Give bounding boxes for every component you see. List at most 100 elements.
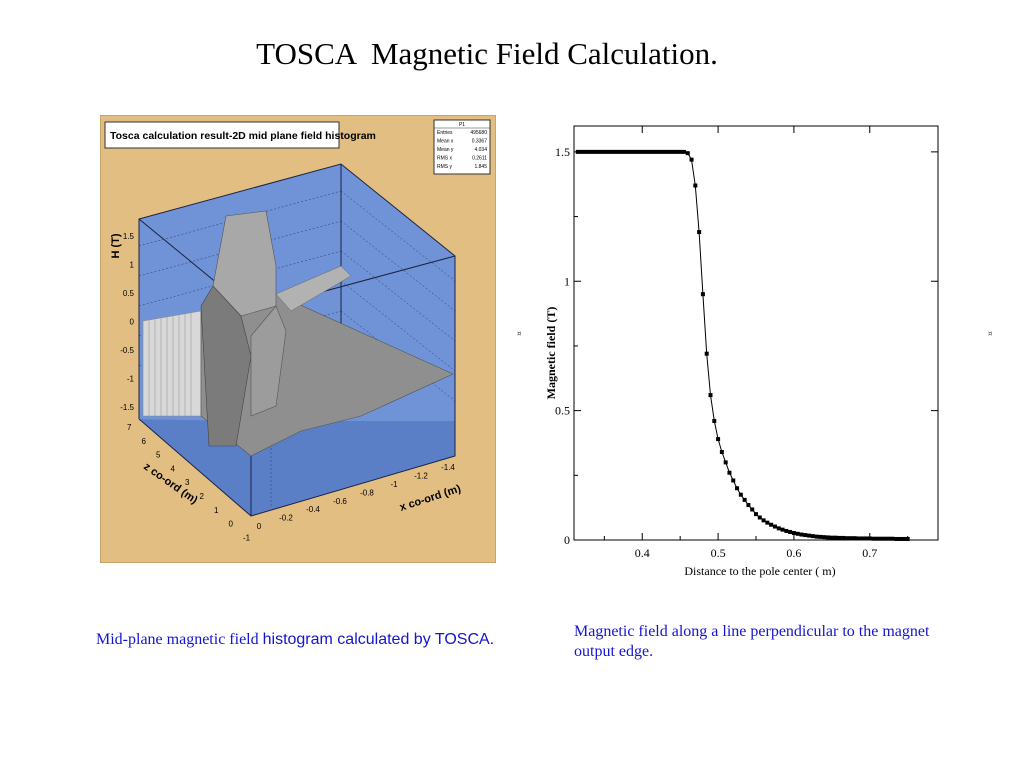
y-tick-label: -1 bbox=[243, 533, 251, 542]
stats-value: 1.845 bbox=[474, 164, 487, 170]
x-tick-label: 0.4 bbox=[635, 546, 650, 560]
chart-point bbox=[750, 507, 755, 512]
chart-point bbox=[625, 149, 630, 154]
chart-point bbox=[742, 497, 747, 502]
chart-point bbox=[894, 536, 899, 541]
chart-point bbox=[860, 536, 865, 541]
chart-point bbox=[803, 533, 808, 538]
stats-value: 0.3367 bbox=[472, 139, 488, 145]
chart-point bbox=[655, 149, 660, 154]
caption-right: Magnetic field along a line perpendicula… bbox=[574, 623, 930, 660]
z-tick-label: -1.5 bbox=[120, 403, 134, 412]
stats-value: 495680 bbox=[470, 130, 487, 136]
chart-point bbox=[731, 478, 736, 483]
y-tick-label: 7 bbox=[127, 423, 132, 432]
y-tick-label: 1.5 bbox=[555, 145, 570, 159]
y-tick-label: 0.5 bbox=[555, 404, 570, 418]
x-tick-label: -0.6 bbox=[333, 497, 347, 506]
z-tick-label: 0 bbox=[130, 318, 135, 327]
chart-point bbox=[863, 536, 868, 541]
chart-x-label: Distance to the pole center ( m) bbox=[684, 564, 835, 578]
chart-point bbox=[693, 183, 698, 188]
slide-title: TOSCA Magnetic Field Calculation. bbox=[256, 36, 718, 71]
stats-rows: Entries 495680 Mean x 0.3367 Mean y 4.034 RMS … bbox=[437, 130, 487, 170]
field-profile-chart: 0.4 0.5 0.6 0.7 0 0.5 1 1.5 Distance to the pol… bbox=[544, 125, 939, 578]
chart-series-line bbox=[577, 151, 908, 540]
chart-point bbox=[594, 149, 599, 154]
chart-point bbox=[829, 535, 834, 540]
chart-point bbox=[716, 437, 721, 442]
chart-point bbox=[727, 470, 732, 475]
chart-point bbox=[678, 149, 683, 154]
x-tick-label: 0.7 bbox=[862, 546, 877, 560]
x-axis-label: x co-ord (m) bbox=[398, 483, 462, 514]
chart-plot-border bbox=[573, 125, 939, 541]
y-tick-label: 4 bbox=[171, 464, 176, 473]
chart-point bbox=[670, 149, 675, 154]
chart-point bbox=[784, 528, 789, 533]
z-tick-label: 1.5 bbox=[123, 232, 135, 241]
chart-point bbox=[708, 393, 713, 398]
chart-point bbox=[647, 149, 652, 154]
chart-point bbox=[841, 535, 846, 540]
chart-y-label: Magnetic field (T) bbox=[544, 307, 558, 400]
histogram-edge-step bbox=[275, 265, 352, 312]
chart-point bbox=[810, 534, 815, 539]
chart-point bbox=[621, 149, 626, 154]
chart-point bbox=[704, 351, 709, 356]
y-tick-label: 2 bbox=[200, 492, 205, 501]
chart-point bbox=[757, 515, 762, 520]
chart-point bbox=[746, 503, 751, 508]
chart-point bbox=[886, 536, 891, 541]
marker-left: ¤ bbox=[517, 330, 522, 338]
chart-point bbox=[609, 149, 614, 154]
chart-point bbox=[735, 486, 740, 491]
chart-point bbox=[776, 526, 781, 531]
stats-value: 4.034 bbox=[474, 147, 487, 153]
chart-point bbox=[598, 149, 603, 154]
chart-point bbox=[628, 149, 633, 154]
chart-point bbox=[848, 536, 853, 541]
z-axis-label: H (T) bbox=[110, 233, 122, 258]
chart-point bbox=[765, 520, 770, 525]
chart-point bbox=[719, 450, 724, 455]
chart-point bbox=[689, 157, 694, 162]
z-tick-label: 0.5 bbox=[123, 289, 135, 298]
marker-right: ¤ bbox=[988, 330, 993, 338]
chart-point bbox=[590, 149, 595, 154]
chart-point bbox=[837, 535, 842, 540]
y-tick-label: 0 bbox=[229, 520, 234, 529]
chart-point bbox=[871, 536, 876, 541]
chart-point bbox=[818, 534, 823, 539]
chart-point bbox=[579, 149, 584, 154]
z-tick-label: 1 bbox=[130, 261, 135, 270]
stats-label: Entries bbox=[437, 130, 453, 136]
chart-point bbox=[901, 536, 906, 541]
chart-point bbox=[788, 529, 793, 534]
chart-point bbox=[761, 518, 766, 523]
chart-points bbox=[575, 149, 910, 541]
chart-point bbox=[905, 536, 910, 541]
chart-point bbox=[852, 536, 857, 541]
chart-point bbox=[602, 149, 607, 154]
chart-point bbox=[791, 531, 796, 536]
chart-point bbox=[856, 536, 861, 541]
chart-point bbox=[738, 492, 743, 497]
caption-left-sans: histogram calculated by TOSCA. bbox=[262, 631, 495, 648]
histogram-pole-front bbox=[250, 305, 287, 417]
x-tick-label: -0.8 bbox=[360, 488, 374, 497]
x-tick-label: -1.4 bbox=[441, 463, 455, 472]
x-axis-ticks: 0 -0.2 -0.4 -0.6 -0.8 -1 -1.2 -1.4 bbox=[257, 463, 456, 531]
chart-point bbox=[890, 536, 895, 541]
z-axis-ticks: 1.5 1 0.5 0 -0.5 -1 -1.5 bbox=[120, 232, 134, 412]
chart-point bbox=[583, 149, 588, 154]
x-tick-label: -1.2 bbox=[414, 472, 428, 481]
chart-point bbox=[587, 149, 592, 154]
chart-point bbox=[795, 531, 800, 536]
chart-point bbox=[799, 532, 804, 537]
chart-point bbox=[644, 149, 649, 154]
chart-point bbox=[617, 149, 622, 154]
chart-point bbox=[613, 149, 618, 154]
z-tick-label: -1 bbox=[127, 375, 135, 384]
chart-point bbox=[697, 230, 702, 235]
